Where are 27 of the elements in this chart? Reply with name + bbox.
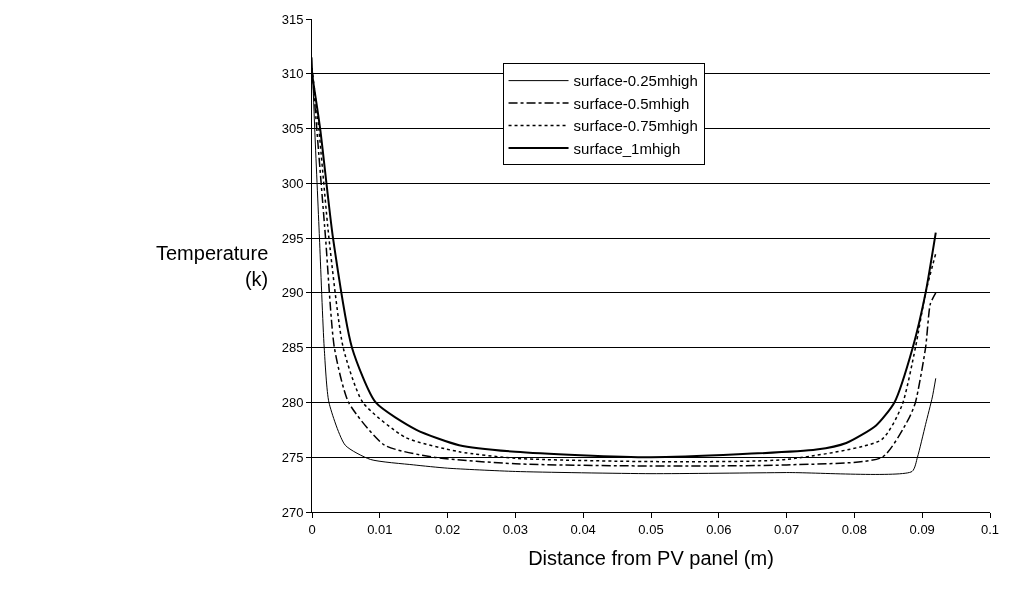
y-tick-label: 315 bbox=[281, 11, 304, 27]
x-tick-label: 0.09 bbox=[909, 521, 935, 537]
y-tick-label: 295 bbox=[281, 230, 304, 246]
y-tick-label: 305 bbox=[281, 121, 304, 137]
x-tick-label: 0.01 bbox=[367, 521, 393, 537]
x-tick-label: 0.03 bbox=[502, 521, 529, 537]
x-tick-label: 0.05 bbox=[638, 521, 664, 537]
x-tick-label: 0.08 bbox=[841, 521, 868, 537]
legend-label: surface-0.25mhigh bbox=[573, 72, 698, 90]
y-tick-label: 300 bbox=[281, 175, 304, 191]
legend-label: surface_1mhigh bbox=[573, 139, 681, 157]
legend-label: surface-0.5mhigh bbox=[573, 94, 690, 112]
y-tick-label: 270 bbox=[281, 504, 304, 520]
x-tick-label: 0 bbox=[308, 521, 316, 537]
x-axis-title: Distance from PV panel (m) bbox=[528, 547, 774, 570]
x-tick-label: 0.04 bbox=[570, 521, 596, 537]
y-tick-label: 285 bbox=[281, 340, 304, 356]
y-tick-label: 275 bbox=[281, 449, 304, 465]
y-tick-label: 290 bbox=[281, 285, 304, 301]
x-tick-label: 0.02 bbox=[434, 521, 461, 537]
y-axis-title: Temperature (k) bbox=[156, 242, 269, 290]
x-tick-label: 0.06 bbox=[706, 521, 732, 537]
x-tick-label: 0.1 bbox=[980, 521, 1000, 537]
legend-label: surface-0.75mhigh bbox=[573, 117, 698, 135]
y-tick-label: 310 bbox=[281, 66, 304, 82]
y-tick-label: 280 bbox=[281, 394, 304, 410]
x-tick-label: 0.07 bbox=[773, 521, 800, 537]
